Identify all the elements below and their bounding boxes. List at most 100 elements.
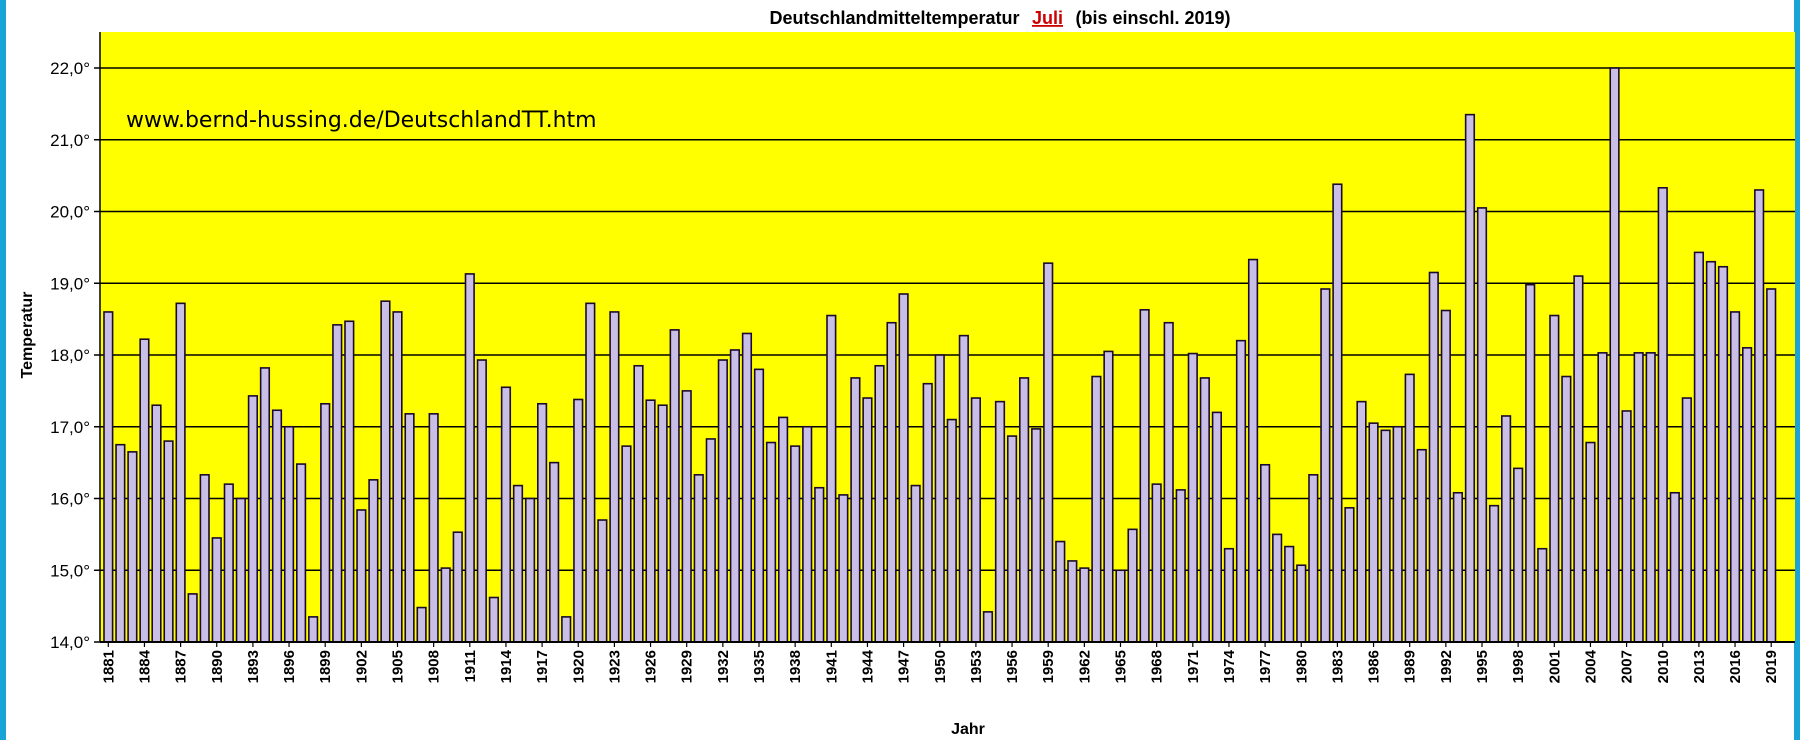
x-tick-label: 1911 [462,650,479,683]
bar [946,418,957,643]
bar [1055,540,1066,643]
bar [1392,425,1403,643]
bar [1018,377,1030,643]
bar [802,425,813,643]
bar [1260,463,1271,643]
bar [657,404,668,643]
y-axis-ticks: 14,0° 15,0° 16,0° 17,0° 18,0° 19,0° 20,0° 21,0°… [50,59,100,652]
x-tick-label: 1899 [317,650,334,683]
bar [283,425,295,643]
bar [1742,347,1753,643]
x-tick-label: 1992 [1438,650,1455,683]
bar [500,386,512,643]
bar [428,413,439,643]
bar [1416,448,1427,643]
bar [1717,265,1729,643]
y-tick-label: 16,0° [50,490,90,509]
bar [645,399,656,643]
bar [898,293,909,643]
y-tick-label: 15,0° [50,561,90,580]
bar [1235,339,1247,643]
y-tick-label: 17,0° [50,418,90,437]
x-tick-label: 1923 [606,650,623,683]
x-tick-label: 1944 [859,649,876,683]
y-tick-label: 18,0° [50,346,90,365]
bar [1272,533,1283,643]
bar [1103,350,1114,643]
bar [922,382,933,643]
bar [1621,410,1632,643]
bar [1705,260,1717,643]
x-tick-label: 1956 [1004,650,1021,683]
bar [356,509,367,643]
bar [777,416,789,643]
x-tick-label: 1887 [173,650,190,683]
bar [850,377,861,643]
x-tick-label: 1893 [245,650,262,683]
bar [1513,467,1524,643]
bar [1476,207,1488,643]
x-tick-label: 1902 [353,650,370,683]
x-tick-label: 1920 [570,650,587,683]
bar [1380,429,1391,643]
bar [549,461,560,643]
bar [1006,435,1018,643]
bar [271,409,283,643]
bar [1657,187,1668,643]
bar [536,402,548,643]
bar [1440,309,1451,643]
x-tick-label: 1989 [1402,650,1419,683]
bar [247,395,259,643]
bar [753,368,765,643]
bar [199,474,210,643]
x-tick-label: 1974 [1221,649,1238,683]
x-tick-label: 1890 [209,650,226,683]
x-tick-label: 1941 [823,650,840,683]
bar [790,445,801,643]
bar [1525,283,1536,643]
bar [380,300,391,643]
bar [103,311,114,643]
bar [1585,441,1596,643]
x-axis-label: Jahr [951,721,985,738]
bar [633,364,644,643]
x-tick-label: 1983 [1329,650,1346,683]
bar [1151,483,1162,643]
bar [597,519,608,643]
bar [910,484,921,643]
frame-left-border [0,0,6,740]
x-tick-label: 1980 [1293,650,1310,683]
bar [1115,569,1126,643]
bar [1199,377,1210,643]
source-watermark: www.bernd-hussing.de/DeutschlandTT.htm [126,108,597,133]
bar [151,404,162,643]
y-tick-label: 20,0° [50,203,90,222]
bar [1766,288,1777,643]
bar [1067,560,1078,643]
bar [512,484,524,643]
bar [1729,311,1741,643]
bar [1681,397,1692,643]
bar [561,616,572,643]
x-tick-label: 1896 [281,650,298,683]
x-tick-label: 1953 [968,650,985,683]
x-tick-label: 1881 [100,650,117,683]
bar [127,451,138,643]
bar [1488,504,1500,643]
bar [1537,547,1548,643]
chart-title-month: Juli [1032,8,1063,28]
bar [524,497,536,643]
x-tick-label: 2019 [1763,650,1780,683]
bar [1187,352,1198,643]
bar [1561,375,1572,643]
x-tick-label: 1929 [679,650,696,683]
bar [259,367,271,643]
bar [1091,375,1102,643]
bar [163,440,174,643]
bar [368,479,379,643]
bar [1428,271,1439,643]
bar [826,314,837,643]
y-tick-label: 14,0° [50,633,90,652]
y-tick-label: 22,0° [50,59,90,78]
x-tick-label: 1884 [136,649,153,683]
